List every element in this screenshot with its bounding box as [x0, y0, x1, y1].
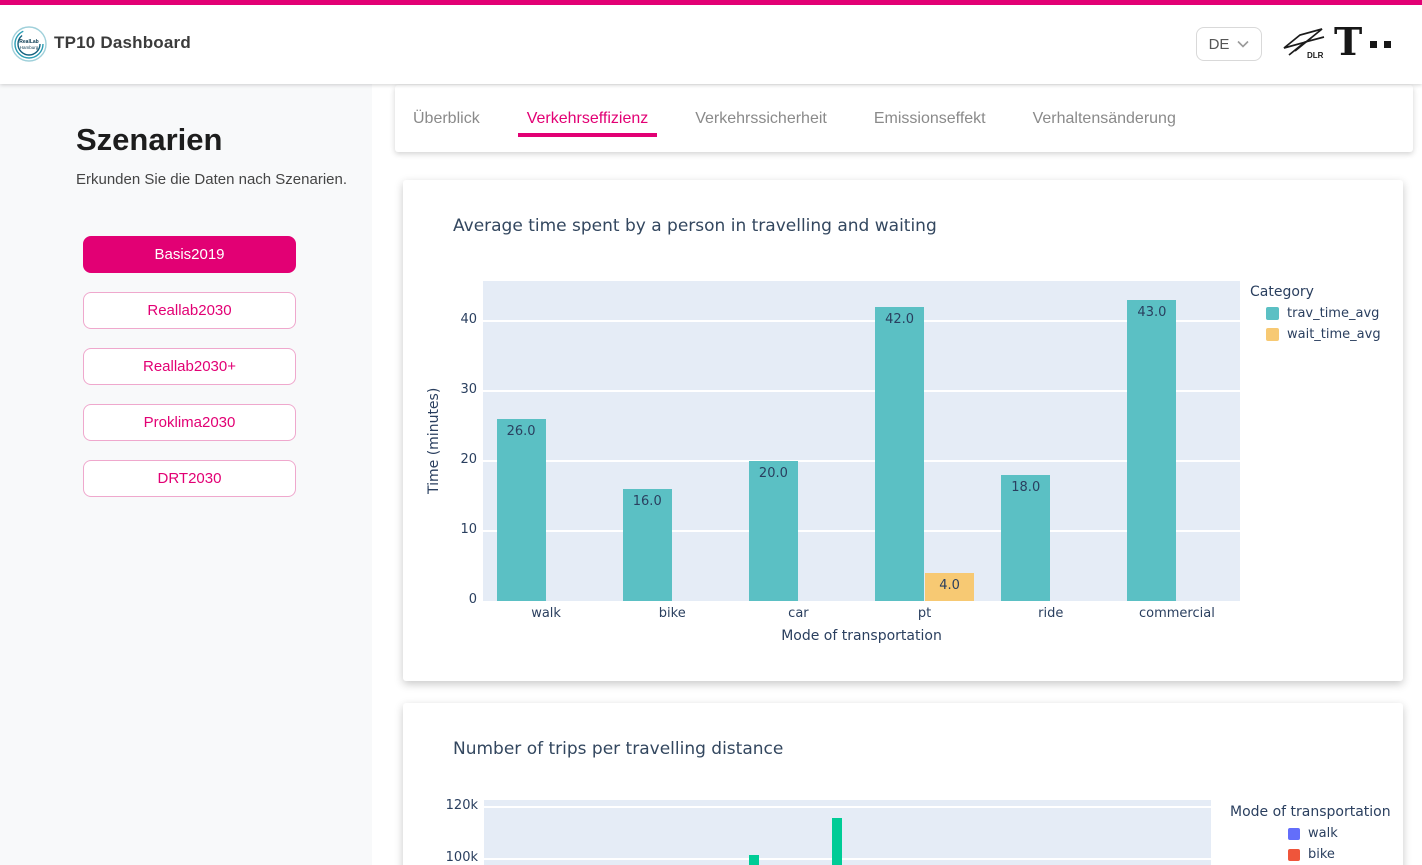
- gridline-100k: [484, 858, 1211, 860]
- brand-accent-bar: [0, 0, 1422, 5]
- gridline-y20: [483, 460, 1240, 462]
- gridline-120k: [484, 806, 1211, 808]
- y-tick-label-20: 20: [460, 452, 477, 467]
- app-title: TP10 Dashboard: [54, 33, 191, 52]
- telekom-dot: [1384, 41, 1391, 48]
- scenario-button-reallab2030plus[interactable]: Reallab2030+: [83, 348, 296, 385]
- chart2-legend: Mode of transportation walk bike: [1230, 804, 1391, 865]
- scenario-button-basis2019[interactable]: Basis2019: [83, 236, 296, 273]
- bar-value-trav_time_avg-ride: 18.0: [1011, 480, 1041, 495]
- bar-distance-1[interactable]: [832, 817, 842, 865]
- legend-item-walk[interactable]: walk: [1288, 826, 1391, 841]
- scenario-button-proklima2030[interactable]: Proklima2030: [83, 404, 296, 441]
- bar-value-trav_time_avg-walk: 26.0: [506, 424, 536, 439]
- language-selector[interactable]: DE: [1196, 27, 1262, 61]
- telekom-dot: [1370, 41, 1377, 48]
- legend-item-trav-time-avg[interactable]: trav_time_avg: [1266, 306, 1381, 321]
- gridline-y40: [483, 320, 1240, 322]
- x-tick-label-pt: pt: [917, 606, 932, 621]
- gridline-y30: [483, 390, 1240, 392]
- x-tick-label-bike: bike: [658, 606, 686, 621]
- scenario-button-group: Basis2019 Reallab2030 Reallab2030+ Prokl…: [83, 236, 296, 516]
- telekom-t-glyph: T: [1334, 19, 1363, 64]
- x-tick-label-commercial: commercial: [1138, 606, 1215, 621]
- bar-trav_time_avg-pt[interactable]: [875, 307, 925, 601]
- bar-wait_time_avg-pt[interactable]: [925, 573, 975, 601]
- chevron-down-icon: [1237, 40, 1249, 48]
- scenario-button-drt2030[interactable]: DRT2030: [83, 460, 296, 497]
- dlr-logo: DLR: [1282, 25, 1326, 63]
- tab-verkehrseffizienz[interactable]: Verkehrseffizienz: [517, 85, 657, 152]
- chart1-legend: Category trav_time_avg wait_time_avg: [1250, 284, 1381, 348]
- bar-trav_time_avg-bike[interactable]: [622, 489, 672, 601]
- bar-value-wait_time_avg-pt: 4.0: [939, 578, 960, 593]
- chart1-x-axis-title: Mode of transportation: [781, 628, 942, 644]
- tab-bar: Überblick Verkehrseffizienz Verkehrssich…: [395, 85, 1413, 152]
- gridline-y10: [483, 530, 1240, 532]
- scenario-button-reallab2030[interactable]: Reallab2030: [83, 292, 296, 329]
- legend-swatch-wait: [1266, 328, 1279, 341]
- chart2-title: Number of trips per travelling distance: [453, 739, 784, 759]
- x-tick-label-walk: walk: [531, 606, 561, 621]
- y-tick-label-10: 10: [460, 522, 477, 537]
- svg-text:Hamburg: Hamburg: [20, 45, 39, 50]
- reallab-hamburg-logo: RealLab Hamburg: [10, 25, 48, 63]
- chart2-plot-area[interactable]: 120k 100k: [446, 798, 1211, 865]
- tab-ueberblick[interactable]: Überblick: [413, 109, 480, 127]
- chart2-legend-title: Mode of transportation: [1230, 804, 1391, 820]
- legend-label-walk: walk: [1308, 826, 1338, 841]
- y-tick-label-30: 30: [460, 382, 477, 397]
- bar-trav_time_avg-ride[interactable]: [1001, 475, 1051, 601]
- legend-item-wait-time-avg[interactable]: wait_time_avg: [1266, 327, 1381, 342]
- chart1-y-axis-title: Time (minutes): [426, 387, 442, 495]
- app-header: RealLab Hamburg TP10 Dashboard DE: [0, 0, 1422, 84]
- bar-trav_time_avg-walk[interactable]: [496, 419, 546, 601]
- bar-trav_time_avg-car[interactable]: [748, 461, 798, 601]
- legend-label-trav: trav_time_avg: [1287, 306, 1380, 321]
- x-tick-label-car: car: [788, 606, 809, 621]
- tab-verhaltensaenderung[interactable]: Verhaltensänderung: [1032, 109, 1176, 127]
- telekom-logo: T: [1334, 23, 1404, 64]
- y-tick-label-100k: 100k: [445, 850, 478, 865]
- svg-text:RealLab: RealLab: [19, 39, 38, 45]
- bar-value-trav_time_avg-car: 20.0: [758, 466, 788, 481]
- tab-verkehrssicherheit[interactable]: Verkehrssicherheit: [695, 109, 827, 127]
- sidebar-subtitle: Erkunden Sie die Daten nach Szenarien.: [76, 171, 348, 188]
- sidebar-title: Szenarien: [76, 122, 223, 157]
- y-tick-label-120k: 120k: [445, 798, 478, 813]
- chart1-legend-title: Category: [1250, 284, 1314, 300]
- bar-trav_time_avg-commercial[interactable]: [1127, 300, 1177, 601]
- chart-card-travel-time: Average time spent by a person in travel…: [403, 180, 1403, 681]
- legend-label-bike: bike: [1308, 847, 1335, 862]
- language-label: DE: [1208, 35, 1230, 53]
- bar-value-trav_time_avg-pt: 42.0: [885, 312, 915, 327]
- chart1-title: Average time spent by a person in travel…: [453, 216, 937, 236]
- chart-card-trip-distance: Number of trips per travelling distance …: [403, 703, 1403, 865]
- y-tick-label-0: 0: [468, 592, 477, 607]
- legend-swatch-walk: [1288, 827, 1300, 840]
- x-tick-label-ride: ride: [1038, 606, 1064, 621]
- dlr-label: DLR: [1307, 51, 1324, 60]
- bar-distance-0[interactable]: [749, 855, 759, 865]
- reallab-logo-graphic: RealLab Hamburg: [11, 26, 47, 62]
- tab-emissionseffekt[interactable]: Emissionseffekt: [873, 109, 986, 127]
- legend-item-bike[interactable]: bike: [1288, 847, 1391, 862]
- y-tick-label-40: 40: [460, 312, 477, 327]
- bar-value-trav_time_avg-bike: 16.0: [632, 494, 662, 509]
- legend-label-wait: wait_time_avg: [1287, 327, 1381, 342]
- legend-swatch-trav: [1266, 307, 1279, 320]
- bar-value-trav_time_avg-commercial: 43.0: [1137, 305, 1167, 320]
- legend-swatch-bike: [1288, 848, 1300, 861]
- main-content: Überblick Verkehrseffizienz Verkehrssich…: [372, 84, 1422, 865]
- sidebar: Szenarien Erkunden Sie die Daten nach Sz…: [0, 84, 372, 865]
- chart1-plot-area[interactable]: 0 10 20 30 40 walk 26.0 bike 16.0 car 20.0 pt 42.0 4.…: [460, 281, 1240, 621]
